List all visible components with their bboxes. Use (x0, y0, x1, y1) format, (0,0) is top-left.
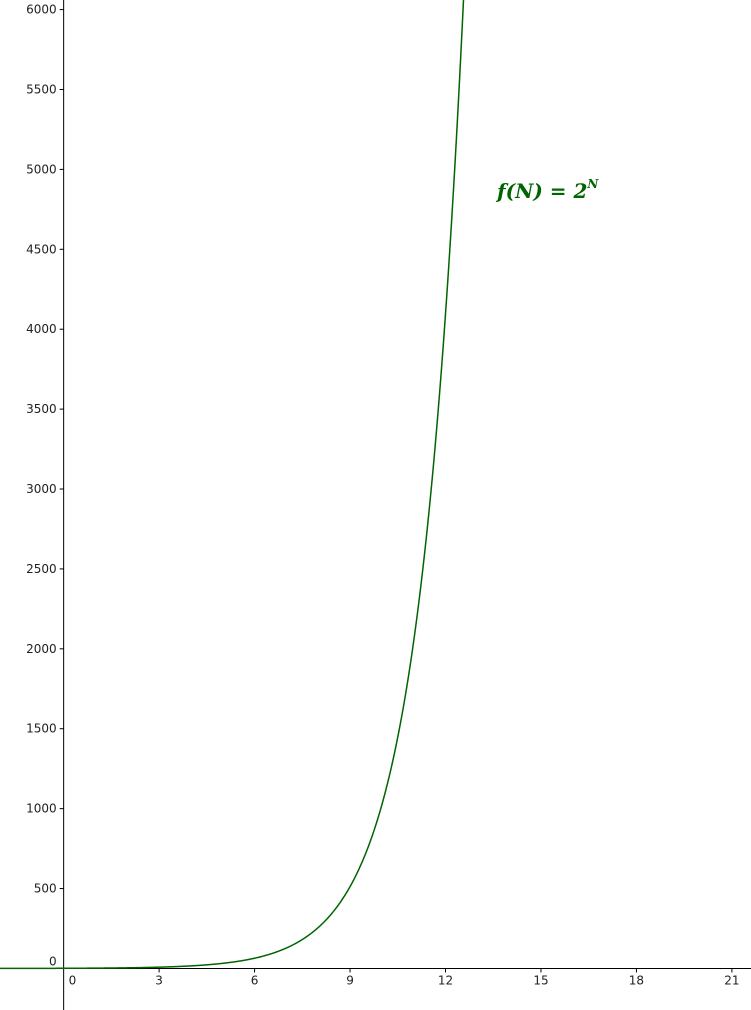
x-tick-label: 21 (724, 973, 739, 987)
y-tick-label: 5000 (26, 162, 57, 176)
y-tick-label: 500 (34, 882, 57, 896)
y-tick-label: 2000 (26, 642, 57, 656)
x-tick-label: 0 (69, 973, 77, 987)
y-tick-label: 1000 (26, 802, 57, 816)
function-equals: = (542, 179, 574, 203)
x-tick-label: 18 (629, 973, 644, 987)
y-tick-label: 6000 (26, 3, 57, 17)
function-name: f(N) (497, 179, 543, 203)
y-tick-label: 1500 (26, 722, 57, 736)
tick-labels: 0 3 6 9 12 15 18 21 0 500 1000 1500 2000 2500 3000 3500… (26, 3, 739, 988)
y-tick-label: 3000 (26, 482, 57, 496)
function-base: 2 (573, 179, 588, 203)
x-tick-label: 9 (346, 973, 354, 987)
y-tick-label: 0 (49, 954, 57, 968)
x-tick-label: 6 (251, 973, 259, 987)
function-label: f(N) = 2N (497, 177, 599, 203)
y-tick-label: 4000 (26, 322, 57, 336)
y-tick-label: 5500 (26, 82, 57, 96)
x-tick-label: 3 (155, 973, 163, 987)
function-curve (0, 0, 465, 970)
y-tick-label: 2500 (26, 562, 57, 576)
y-tick-label: 3500 (26, 402, 57, 416)
x-tick-label: 15 (533, 973, 548, 987)
x-tick-label: 12 (438, 973, 453, 987)
y-tick-label: 4500 (26, 242, 57, 256)
function-exponent: N (587, 177, 599, 192)
